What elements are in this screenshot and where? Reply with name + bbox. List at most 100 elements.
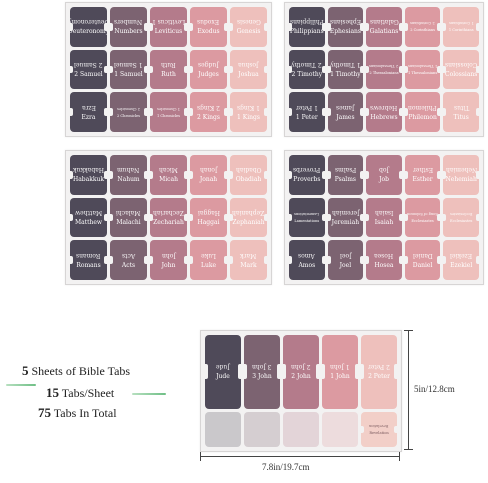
- tab-label: Deuteronomy: [70, 28, 107, 36]
- bible-tab: Jeremiah Jeremiah: [327, 197, 364, 238]
- bible-tab: 2 Timothy 2 Timothy: [289, 49, 325, 90]
- tab-label: Nahum: [117, 176, 140, 184]
- tab-label-mirrored: Jeremiah: [331, 208, 360, 216]
- info-text: Tabs/Sheet: [59, 386, 115, 400]
- bible-tab: Numbers Numbers: [110, 7, 147, 47]
- tab-label: Colossians: [445, 70, 478, 78]
- bible-tab: Philippians Philippians: [289, 7, 325, 47]
- bible-tab: Ezekiel Ezekiel: [443, 240, 479, 280]
- tab-label-mirrored: Joshua: [238, 60, 259, 68]
- tab-label-mirrored: Nahum: [117, 166, 140, 174]
- tab-label: Matthew: [74, 218, 103, 226]
- tab-label-mirrored: Ephesians: [329, 18, 361, 26]
- tab-grid: Proverbs Proverbs Psalms Psalms Job Job Esther…: [289, 155, 479, 280]
- tab-label-mirrored: Lamentations: [294, 211, 320, 216]
- bible-tab: 2 John 2 John: [283, 335, 319, 409]
- tab-label-mirrored: Joel: [339, 251, 352, 259]
- tab-label-mirrored: Obadiah: [235, 166, 262, 174]
- tab-sheet-4: Proverbs Proverbs Psalms Psalms Job Job Esther…: [284, 150, 484, 285]
- tab-label-mirrored: Habakkuk: [73, 166, 104, 174]
- tab-label-mirrored: James: [336, 103, 355, 111]
- tab-label: 1 Timothy: [330, 70, 361, 78]
- bible-tab: 1 Samuel 1 Samuel: [110, 49, 147, 90]
- tab-grid: Deuteronomy Deuteronomy Numbers Numbers Levi…: [70, 7, 267, 132]
- tab-label: Judges: [198, 70, 219, 78]
- tab-label-mirrored: Zechariah: [153, 208, 184, 216]
- tab-grid: Jude Jude 3 John 3 John 2 John 2 John 1 John 1 …: [205, 335, 397, 447]
- tab-label-mirrored: 2 Peter: [368, 363, 390, 371]
- bible-tab: 1 Peter 1 Peter: [289, 92, 325, 132]
- tab-label-mirrored: Ezekiel: [450, 251, 473, 259]
- bible-tab: Judges Judges: [190, 49, 227, 90]
- tab-label-mirrored: 1 Corinthians: [448, 21, 474, 26]
- info-tabs-per-sheet: 15 Tabs/Sheet: [46, 384, 114, 402]
- tab-label-mirrored: Ruth: [161, 60, 176, 68]
- tab-label: Micah: [159, 176, 178, 184]
- tab-label: Genesis: [236, 28, 261, 36]
- bible-tab: Philemon Philemon: [404, 92, 441, 132]
- bible-tab: Galatians Galatians: [366, 7, 402, 47]
- bible-tab: 2 Samuel 2 Samuel: [70, 49, 107, 90]
- tab-sheet-2: Philippians Philippians Ephesians Ephesians…: [284, 2, 484, 137]
- width-dimension-label: 7.8in/19.7cm: [262, 462, 310, 472]
- tab-label-mirrored: Exodus: [197, 18, 220, 26]
- tab-label-mirrored: 1 Chronicles: [157, 106, 180, 111]
- bible-tab: Zephaniah Zephaniah: [230, 197, 267, 238]
- tab-label-mirrored: Hosea: [374, 251, 394, 259]
- tab-label-mirrored: Deuteronomy: [70, 18, 107, 26]
- tab-label-mirrored: Ezra: [81, 103, 96, 111]
- bible-tab: Psalms Psalms: [327, 155, 364, 195]
- tab-label-mirrored: 2 Timothy: [291, 60, 323, 68]
- bible-tab: Matthew Matthew: [70, 197, 107, 238]
- tab-label-mirrored: Ecclesiastes: [450, 211, 473, 216]
- info-sheets: 5 Sheets of Bible Tabs: [22, 362, 130, 380]
- bible-tab: Ecclesiastes Ecclesiastes: [443, 197, 479, 238]
- tab-label: 3 John: [252, 373, 272, 381]
- tab-label-mirrored: 2 Corinthians: [410, 21, 435, 26]
- bible-tab: 1 Chronicles 1 Chronicles: [150, 92, 187, 132]
- tab-label-mirrored: 1 Kings: [237, 103, 260, 111]
- decorative-swirl: [6, 384, 36, 386]
- tab-label-mirrored: 2 Thessalonians: [369, 63, 399, 68]
- tab-label: Ecclesiastes: [411, 218, 434, 223]
- bible-tab: Acts Acts: [110, 240, 147, 280]
- bible-tab: Joel Joel: [327, 240, 364, 280]
- bible-tab: Daniel Daniel: [404, 240, 441, 280]
- tab-label-mirrored: Genesis: [236, 18, 261, 26]
- tab-label-mirrored: 1 Timothy: [330, 60, 361, 68]
- tab-label: Esther: [412, 176, 433, 184]
- tab-label: Philippians: [289, 28, 324, 36]
- bible-tab: 1 John 1 John: [322, 335, 358, 409]
- decorative-swirl: [132, 393, 166, 395]
- tab-label-mirrored: Romans: [76, 251, 101, 259]
- tab-label-mirrored: Philemon: [408, 103, 437, 111]
- tab-label-mirrored: Psalms: [334, 166, 356, 174]
- tab-label-mirrored: Titus: [453, 103, 469, 111]
- width-dimension-tick: [200, 452, 201, 461]
- tab-label: Joel: [339, 261, 352, 269]
- width-dimension-line: [200, 456, 400, 457]
- bible-tab: Romans Romans: [70, 240, 107, 280]
- tab-label-mirrored: Judges: [198, 60, 219, 68]
- tab-label-mirrored: Galatians: [369, 18, 399, 26]
- bible-tab: Habakkuk Habakkuk: [70, 155, 107, 195]
- bible-tab: 1 Kings 1 Kings: [230, 92, 267, 132]
- empty-tab-slot: [244, 411, 280, 447]
- tab-label-mirrored: 1 John: [330, 363, 350, 371]
- tab-label-mirrored: Luke: [200, 251, 217, 259]
- bible-tab: Lamentations Lamentations: [289, 197, 325, 238]
- tab-sheet-1: Deuteronomy Deuteronomy Numbers Numbers Levi…: [65, 2, 272, 137]
- tab-label-mirrored: Colossians: [445, 60, 478, 68]
- tab-label-mirrored: 1 Samuel: [114, 60, 143, 68]
- tab-label-mirrored: 2 John: [291, 363, 311, 371]
- tab-label: Nehemiah: [445, 176, 477, 184]
- height-dimension-label: 5in/12.8cm: [414, 384, 455, 394]
- tab-label: 2 Corinthians: [410, 28, 435, 33]
- bible-tab: Exodus Exodus: [190, 7, 227, 47]
- height-dimension-tick: [404, 330, 413, 331]
- bible-tab: 2 Chronicles 2 Chronicles: [110, 92, 147, 132]
- tab-label: Malachi: [116, 218, 141, 226]
- tab-label: Mark: [240, 261, 257, 269]
- tab-label: Psalms: [334, 176, 356, 184]
- bible-tab: Jonah Jonah: [190, 155, 227, 195]
